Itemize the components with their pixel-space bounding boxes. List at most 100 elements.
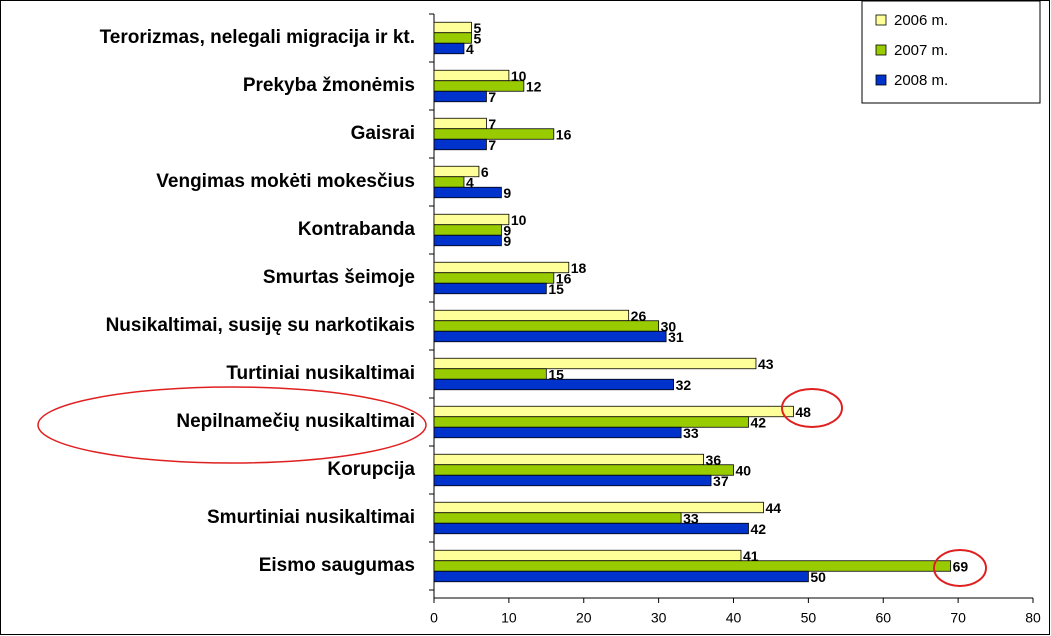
- x-tick-label: 0: [430, 610, 438, 626]
- data-label: 9: [503, 233, 511, 249]
- bar: [433, 282, 547, 295]
- bar: [433, 186, 502, 199]
- data-label: 31: [668, 329, 684, 345]
- bar: [433, 69, 510, 82]
- data-label: 36: [706, 452, 722, 468]
- y-tick-label: Eismo saugumas: [259, 555, 415, 576]
- bar: [433, 224, 502, 236]
- bar: [433, 378, 675, 391]
- data-label: 10: [511, 212, 527, 228]
- legend-label: 2006 m.: [894, 12, 948, 29]
- y-tick-label: Vengimas mokėti mokesčius: [156, 171, 415, 192]
- data-label: 15: [548, 367, 564, 383]
- data-label: 7: [488, 137, 496, 153]
- bar: [433, 512, 682, 524]
- bar: [433, 90, 487, 103]
- bar: [433, 330, 667, 343]
- data-label: 10: [511, 68, 527, 84]
- bar: [433, 464, 734, 476]
- bar: [433, 272, 555, 284]
- highlight-ellipse: [781, 388, 843, 428]
- data-label: 30: [661, 319, 677, 335]
- data-label: 7: [488, 89, 496, 105]
- data-label: 4: [466, 175, 474, 191]
- data-label: 37: [713, 473, 729, 489]
- y-tick-label: Gaisrai: [351, 123, 415, 144]
- data-label: 5: [473, 20, 481, 36]
- data-label: 12: [526, 79, 542, 95]
- data-label: 32: [676, 377, 692, 393]
- data-label: 18: [571, 260, 587, 276]
- x-tick-label: 20: [576, 610, 592, 626]
- bar: [433, 213, 510, 226]
- plot: 0 10 20 30 40 50 60 70 80 Terorizmas, nelegali mi…: [100, 13, 1041, 626]
- y-tick-label: Smurtas šeimoje: [263, 267, 415, 288]
- bar: [433, 320, 660, 332]
- legend-label: 2007 m.: [894, 42, 948, 59]
- y-tick-label: Kontrabanda: [298, 219, 416, 240]
- data-label: 6: [481, 164, 489, 180]
- data-label: 43: [758, 356, 774, 372]
- y-tick-label: Nepilnamečių nusikaltimai: [176, 411, 415, 432]
- x-tick-label: 60: [875, 610, 891, 626]
- highlight-ellipse: [37, 386, 427, 464]
- x-tick-label: 80: [1025, 610, 1041, 626]
- bar: [433, 453, 704, 466]
- legend: 2006 m. 2007 m. 2008 m.: [875, 12, 948, 89]
- y-tick-label: Prekyba žmonėmis: [243, 75, 415, 96]
- bar: [433, 560, 952, 572]
- bar: [433, 416, 749, 428]
- data-label: 41: [743, 548, 759, 564]
- data-label: 33: [683, 425, 699, 441]
- legend-swatch: [875, 74, 887, 86]
- data-label: 69: [953, 559, 969, 575]
- data-label: 16: [556, 271, 572, 287]
- y-tick-label: Terorizmas, nelegali migracija ir kt.: [100, 27, 415, 48]
- legend-swatch: [875, 14, 887, 26]
- bar: [433, 570, 809, 583]
- x-tick-label: 70: [950, 610, 966, 626]
- bar: [433, 474, 712, 487]
- data-label: 42: [750, 415, 766, 431]
- highlight-ellipse: [933, 549, 987, 587]
- data-label: 5: [473, 31, 481, 47]
- x-tick-label: 40: [726, 610, 742, 626]
- bar: [433, 42, 465, 55]
- data-label: 16: [556, 127, 572, 143]
- data-label: 26: [631, 308, 647, 324]
- bar: [433, 405, 794, 418]
- data-label: 44: [765, 500, 781, 516]
- bar: [433, 501, 764, 514]
- bar: [433, 522, 749, 535]
- data-label: 40: [736, 463, 752, 479]
- bar: [433, 234, 502, 247]
- bar: [433, 138, 487, 151]
- bar: [433, 357, 757, 370]
- data-label: 33: [683, 511, 699, 527]
- y-tick-label: Nusikaltimai, susiję su narkotikais: [106, 315, 415, 336]
- legend-label: 2008 m.: [894, 72, 948, 89]
- bar: [433, 80, 525, 92]
- y-tick-label: Korupcija: [327, 459, 415, 480]
- data-label: 42: [750, 521, 766, 537]
- legend-swatch: [875, 44, 887, 56]
- data-label: 9: [503, 223, 511, 239]
- bar: [433, 368, 547, 380]
- x-tick-label: 30: [651, 610, 667, 626]
- bar: [433, 117, 487, 130]
- data-label: 7: [488, 116, 496, 132]
- data-label: 48: [795, 404, 811, 420]
- data-label: 50: [810, 569, 826, 585]
- bar: [433, 309, 630, 322]
- bar: [433, 128, 555, 140]
- bar: [433, 21, 472, 34]
- bar: [433, 176, 465, 188]
- y-tick-label: Turtiniai nusikaltimai: [226, 363, 415, 384]
- x-tick-label: 10: [501, 610, 517, 626]
- x-tick-label: 50: [801, 610, 817, 626]
- data-label: 4: [466, 41, 474, 57]
- data-label: 15: [548, 281, 564, 297]
- bar: [433, 549, 742, 562]
- legend-box: [861, 0, 1041, 104]
